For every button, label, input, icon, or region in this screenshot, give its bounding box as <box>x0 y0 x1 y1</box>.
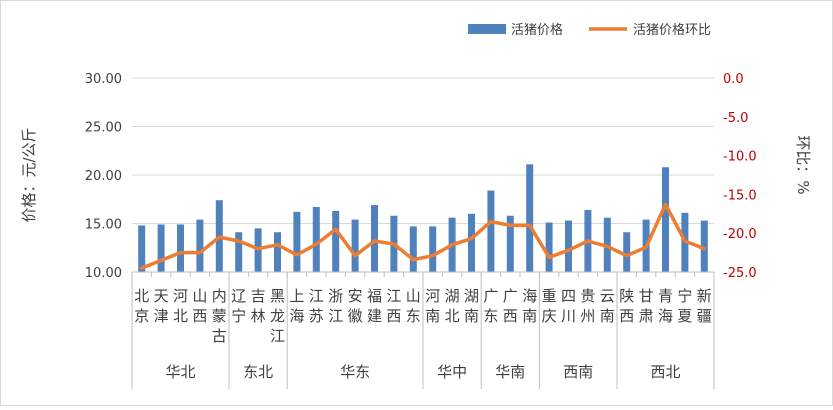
legend-line-label: 活猪价格环比 <box>633 22 711 38</box>
price-bar <box>506 215 514 272</box>
category-label: 江苏 <box>309 287 324 325</box>
region-label: 西南 <box>563 363 593 381</box>
category-label: 安徽 <box>348 287 363 325</box>
price-bar <box>274 232 281 272</box>
category-label: 上海 <box>289 287 304 325</box>
category-label: 海南 <box>522 287 537 325</box>
category-label: 湖南 <box>464 287 479 325</box>
region-label: 华南 <box>495 363 525 381</box>
right-tick-label: -15.0 <box>723 188 757 203</box>
y2-axis-label: 环比：% <box>794 135 812 194</box>
category-label: 陕西 <box>619 287 634 325</box>
price-bar <box>409 226 417 272</box>
category-label: 青海 <box>658 287 673 325</box>
price-bar <box>312 207 320 272</box>
category-label: 新疆 <box>697 287 712 325</box>
region-label: 华中 <box>437 363 467 381</box>
right-tick-label: 0.0 <box>723 72 744 87</box>
category-label: 重庆 <box>542 287 557 325</box>
category-label: 甘肃 <box>639 287 654 325</box>
right-axis-ticks: -25.0 -20.0 -15.0 -10.0 -5.0 0.0 <box>723 72 757 281</box>
category-label: 山西 <box>192 287 207 325</box>
price-bar <box>468 213 475 272</box>
price-bar <box>565 220 572 272</box>
region-label: 东北 <box>243 363 273 381</box>
category-label: 云南 <box>600 287 615 325</box>
category-label: 河北 <box>173 287 188 325</box>
price-bar <box>371 205 378 272</box>
category-label: 贵州 <box>580 287 595 325</box>
y-axis-label: 价格：元/公斤 <box>20 127 38 222</box>
price-bar <box>623 232 631 272</box>
price-bar <box>138 225 146 272</box>
bar-series <box>138 164 708 272</box>
category-label: 河南 <box>425 287 440 325</box>
right-tick-label: -20.0 <box>723 227 757 242</box>
left-tick-label: 15.00 <box>85 218 122 233</box>
price-bar <box>196 219 204 272</box>
category-label: 辽宁 <box>231 287 246 325</box>
region-label: 华北 <box>165 363 195 381</box>
category-label: 天津 <box>154 287 169 325</box>
legend-bar-label: 活猪价格 <box>511 22 563 38</box>
category-label: 广西 <box>503 287 518 325</box>
category-label: 内蒙古 <box>212 287 227 345</box>
region-label: 西北 <box>650 363 680 381</box>
price-bar <box>293 211 301 272</box>
legend-bar-swatch <box>468 24 506 34</box>
category-label: 江西 <box>386 287 401 325</box>
price-bar <box>351 219 359 272</box>
left-tick-label: 10.00 <box>85 266 122 281</box>
region-label: 华东 <box>340 363 370 381</box>
price-bar <box>157 224 165 272</box>
price-bar <box>332 210 340 272</box>
category-label: 浙江 <box>328 287 343 325</box>
category-label: 福建 <box>367 287 382 325</box>
right-tick-label: -10.0 <box>723 150 757 165</box>
category-label: 广东 <box>483 287 498 325</box>
left-tick-label: 20.00 <box>85 169 122 184</box>
mom-line <box>139 202 707 270</box>
category-label: 宁夏 <box>677 287 692 325</box>
category-label: 北京 <box>134 287 149 325</box>
category-label: 四川 <box>561 287 576 325</box>
right-tick-label: -5.0 <box>723 111 748 126</box>
line-series <box>139 202 707 270</box>
right-tick-label: -25.0 <box>723 266 757 281</box>
axis-labels: 价格：元/公斤 环比：% <box>20 127 812 222</box>
left-tick-label: 30.00 <box>85 72 122 87</box>
price-bar <box>429 226 437 272</box>
price-bar <box>235 232 243 272</box>
price-bar <box>700 220 708 272</box>
category-label: 湖北 <box>445 287 460 325</box>
x-axis: 北京天津河北山西内蒙古辽宁吉林黑龙江上海江苏浙江安徽福建江西山东河南湖北湖南广东… <box>131 271 715 389</box>
category-label: 吉林 <box>251 287 266 325</box>
legend: 活猪价格 活猪价格环比 <box>468 22 711 38</box>
price-bar <box>545 222 553 272</box>
category-label: 黑龙江 <box>270 287 285 345</box>
price-bar <box>487 190 495 272</box>
price-bar <box>177 224 184 272</box>
category-label: 山东 <box>406 287 421 325</box>
left-tick-label: 25.00 <box>85 121 122 136</box>
price-bar <box>526 164 534 272</box>
price-bar <box>662 167 669 272</box>
